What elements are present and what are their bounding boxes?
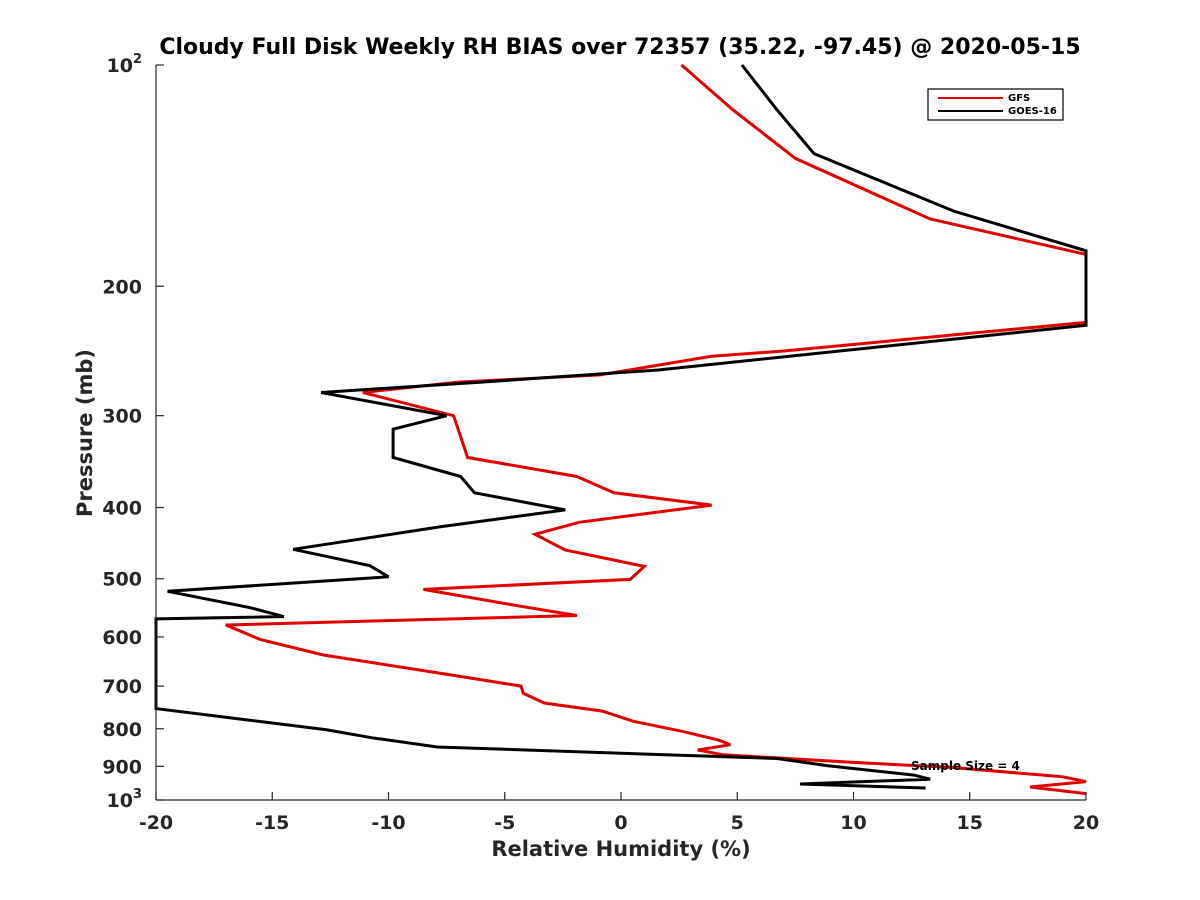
y-tick-label: 500 — [102, 569, 142, 591]
series-layer — [154, 63, 1088, 796]
y-tick-label: 600 — [102, 627, 142, 649]
x-ticks: -20 -15 -10 -5 0 5 10 15 20 — [139, 792, 1099, 834]
y-tick-label: 800 — [102, 719, 142, 741]
x-tick-label: 20 — [1073, 812, 1099, 834]
y-tick-label: 700 — [102, 676, 142, 698]
legend-label-goes-16: GOES-16 — [1008, 106, 1057, 117]
y-tick-label: 300 — [102, 406, 142, 428]
legend-box — [927, 88, 1064, 121]
y-tick-label: 900 — [102, 756, 142, 778]
series-line-goes-16 — [154, 64, 1088, 790]
x-tick-label: 15 — [957, 812, 983, 834]
chart-title: Cloudy Full Disk Weekly RH BIAS over 723… — [159, 35, 1080, 60]
x-tick-label: -10 — [371, 812, 405, 834]
x-axis-label: Relative Humidity (%) — [491, 837, 750, 861]
y-axis-label: Pressure (mb) — [73, 349, 97, 517]
x-tick-label: -15 — [255, 812, 289, 834]
y-tick-label-base: 10 — [107, 55, 133, 77]
y-tick-label: 400 — [102, 498, 142, 520]
legend: GFS GOES-16 — [927, 88, 1064, 121]
x-tick-label: 0 — [614, 812, 627, 834]
x-tick-label: 10 — [840, 812, 866, 834]
y-tick-label-exponent: 2 — [133, 52, 142, 67]
legend-label-gfs: GFS — [1008, 93, 1030, 104]
axes-background — [156, 65, 1086, 800]
y-tick-label-exponent: 3 — [133, 787, 142, 802]
x-tick-label: -20 — [139, 812, 173, 834]
y-tick-label: 200 — [102, 276, 142, 298]
sample-size-annotation: Sample Size = 4 — [911, 759, 1020, 773]
y-tick-label-base: 10 — [107, 790, 133, 812]
x-tick-label: -5 — [494, 812, 515, 834]
y-tick-label: 103 — [107, 787, 143, 812]
plot-area: -20 -15 -10 -5 0 5 10 15 20 10220030040050060070… — [102, 52, 1099, 834]
y-tick-label: 102 — [107, 52, 143, 77]
series-line-gfs — [225, 63, 1088, 796]
x-tick-label: 5 — [731, 812, 744, 834]
